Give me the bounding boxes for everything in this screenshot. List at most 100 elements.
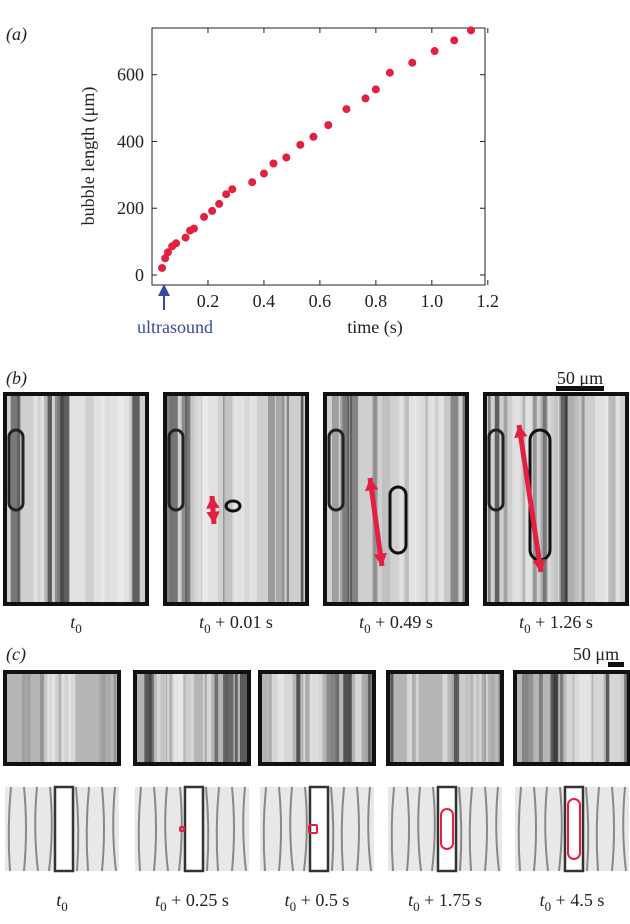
bubble — [487, 428, 505, 512]
schematic-wall — [48, 786, 53, 872]
point — [467, 26, 476, 35]
schematic-wall — [178, 786, 183, 872]
cell-wall — [331, 672, 337, 764]
caption-rest: + 1.75 s — [420, 890, 482, 910]
x-tick-label: 0.6 — [309, 291, 332, 311]
caption-sub: 0 — [545, 899, 552, 914]
y-axis-label: bubble length (μm) — [78, 87, 99, 226]
cell-wall — [550, 672, 556, 764]
caption: t0 + 0.25 s — [155, 890, 229, 914]
cell-wall — [605, 672, 610, 764]
point — [259, 169, 268, 178]
point — [181, 233, 190, 242]
cell-lumen — [191, 394, 202, 604]
schematic-wall — [137, 786, 142, 872]
plot-frame — [151, 27, 486, 286]
point — [269, 159, 278, 168]
cell-lumen — [69, 394, 86, 604]
schematic-vessel — [183, 785, 205, 873]
micrograph — [258, 670, 376, 766]
schematic-wall — [231, 786, 235, 872]
cell-lumen — [485, 672, 499, 764]
cell-wall — [54, 394, 62, 604]
caption-var: t — [155, 890, 161, 910]
schematic-wall — [390, 786, 395, 872]
caption-rest: + 0.25 s — [167, 890, 229, 910]
caption-rest: + 0.49 s — [371, 612, 433, 632]
cell-lumen — [577, 672, 592, 764]
cell-lumen — [512, 394, 523, 604]
y-tick-label: 600 — [117, 65, 144, 85]
cell-lumen — [223, 394, 237, 604]
caption: t0 + 0.5 s — [285, 890, 350, 914]
point — [189, 224, 198, 233]
caption: t0 + 0.49 s — [359, 612, 433, 636]
point — [248, 178, 257, 187]
cell-wall — [268, 394, 275, 604]
micrograph-frame — [386, 670, 504, 766]
schematic-wall — [101, 786, 105, 872]
cell-wall — [531, 394, 537, 604]
point — [158, 263, 167, 272]
schematic-wall — [431, 786, 436, 872]
length-arrow — [516, 424, 544, 573]
point — [296, 140, 305, 149]
scale-bar-label: 50 μm — [573, 644, 619, 664]
cell-wall — [451, 672, 459, 764]
schematic-wall — [75, 786, 80, 872]
schematic-wall — [611, 786, 615, 872]
cell-wall — [390, 672, 394, 764]
length-arrow-head — [532, 558, 546, 572]
cell-lumen — [473, 672, 489, 764]
micrograph — [483, 392, 629, 606]
cell-lumen — [401, 394, 417, 604]
cell-lumen — [47, 672, 60, 764]
cell-lumen — [609, 672, 624, 764]
scale-bar — [608, 662, 624, 667]
length-arrow-head — [206, 511, 220, 524]
schematic — [135, 785, 249, 873]
caption-rest: + 0.01 s — [211, 612, 273, 632]
bubble — [167, 428, 185, 512]
caption-sub: 0 — [160, 899, 167, 914]
scale-bar-label: 50 μm — [557, 368, 603, 388]
scale-bar — [556, 386, 604, 391]
caption-rest: + 4.5 s — [551, 890, 604, 910]
schematic-wall — [205, 786, 210, 872]
length-arrow-head — [514, 425, 528, 439]
panel-label: (c) — [6, 644, 26, 665]
schematic — [5, 785, 119, 873]
cell-lumen — [438, 394, 451, 604]
cell-wall — [524, 672, 534, 764]
x-axis-label: time (s) — [347, 317, 403, 338]
micrograph — [386, 670, 504, 766]
cell-wall — [223, 672, 228, 764]
cell-lumen — [604, 394, 621, 604]
schematic-wall — [7, 786, 12, 872]
cell-wall — [462, 394, 467, 604]
cell-wall — [211, 672, 219, 764]
schematic-wall — [340, 786, 345, 872]
y-tick-label: 400 — [117, 131, 144, 151]
cell-wall — [560, 672, 567, 764]
cell-lumen — [203, 672, 215, 764]
cell-wall — [234, 672, 238, 764]
schematic-wall — [34, 786, 39, 872]
micrograph-frame — [513, 670, 630, 766]
schematic-wall — [278, 786, 282, 872]
schematic-bubble — [308, 824, 318, 834]
cell-wall — [542, 394, 549, 604]
schematic-wall — [622, 786, 627, 872]
cell-wall — [347, 672, 353, 764]
schematic-wall — [23, 786, 27, 872]
bubble — [7, 428, 25, 512]
caption-var: t — [519, 612, 525, 632]
point — [361, 94, 370, 103]
panel-label: (a) — [6, 24, 27, 45]
caption-sub: 0 — [290, 899, 297, 914]
schematic-wall — [595, 786, 600, 872]
bubble — [327, 428, 345, 512]
schematic-vessel — [436, 785, 458, 873]
caption-var: t — [56, 890, 62, 910]
